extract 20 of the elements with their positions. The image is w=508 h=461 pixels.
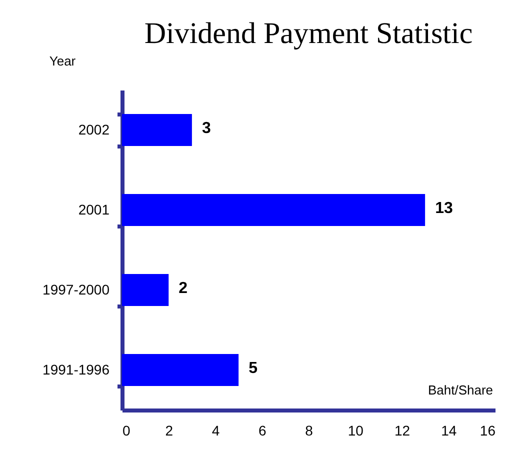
y-tick-label: 1991-1996 xyxy=(42,362,110,378)
data-label: 5 xyxy=(248,360,258,377)
x-tick-label: 4 xyxy=(212,422,220,438)
x-tick-label: 2 xyxy=(165,422,174,438)
y-tick-label: 1997-2000 xyxy=(42,282,110,298)
x-tick-label: 6 xyxy=(258,422,266,438)
data-label: 13 xyxy=(435,200,453,217)
x-tick-label: 0 xyxy=(122,422,130,438)
x-tick-label: 14 xyxy=(441,422,457,438)
data-label: 3 xyxy=(202,120,211,137)
x-tick-label: 8 xyxy=(305,422,314,438)
y-axis-title: Year xyxy=(49,54,76,68)
y-tick-label: 2002 xyxy=(78,122,110,138)
chart-title: Dividend Payment Statistic xyxy=(144,17,473,50)
y-tick-label: 2001 xyxy=(78,202,110,218)
x-tick-label: 16 xyxy=(480,422,496,438)
data-label: 2 xyxy=(178,280,188,297)
x-tick-label: 12 xyxy=(394,422,410,438)
x-tick-label: 10 xyxy=(348,422,364,438)
x-axis-title: Baht/Share xyxy=(428,382,494,398)
